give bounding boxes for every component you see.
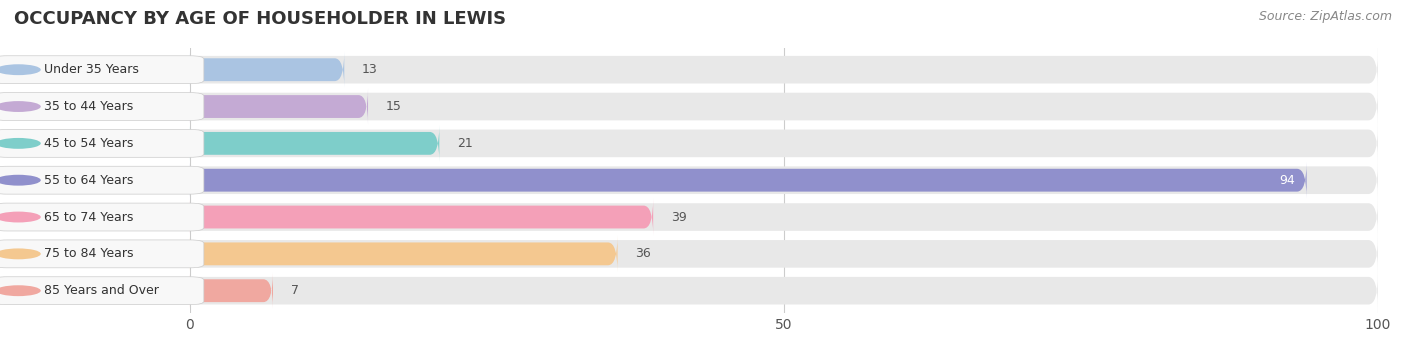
Text: Under 35 Years: Under 35 Years	[44, 63, 138, 76]
FancyBboxPatch shape	[190, 199, 654, 235]
Text: 94: 94	[1279, 174, 1295, 187]
Text: 7: 7	[291, 284, 299, 297]
Text: 65 to 74 Years: 65 to 74 Years	[44, 210, 134, 223]
Text: 15: 15	[385, 100, 402, 113]
Text: 75 to 84 Years: 75 to 84 Years	[44, 248, 134, 260]
FancyBboxPatch shape	[190, 238, 1378, 270]
FancyBboxPatch shape	[190, 275, 1378, 306]
FancyBboxPatch shape	[190, 88, 368, 124]
Text: Source: ZipAtlas.com: Source: ZipAtlas.com	[1258, 10, 1392, 23]
FancyBboxPatch shape	[190, 91, 1378, 122]
FancyBboxPatch shape	[190, 54, 1378, 85]
Text: OCCUPANCY BY AGE OF HOUSEHOLDER IN LEWIS: OCCUPANCY BY AGE OF HOUSEHOLDER IN LEWIS	[14, 10, 506, 28]
FancyBboxPatch shape	[190, 236, 617, 272]
Text: 13: 13	[363, 63, 378, 76]
FancyBboxPatch shape	[190, 273, 273, 309]
FancyBboxPatch shape	[190, 201, 1378, 233]
Text: 36: 36	[636, 248, 651, 260]
Text: 21: 21	[457, 137, 472, 150]
Text: 39: 39	[671, 210, 686, 223]
FancyBboxPatch shape	[190, 165, 1378, 196]
FancyBboxPatch shape	[190, 52, 344, 88]
FancyBboxPatch shape	[190, 162, 1306, 198]
FancyBboxPatch shape	[190, 125, 439, 162]
Text: 55 to 64 Years: 55 to 64 Years	[44, 174, 134, 187]
FancyBboxPatch shape	[190, 128, 1378, 159]
Text: 45 to 54 Years: 45 to 54 Years	[44, 137, 134, 150]
Text: 35 to 44 Years: 35 to 44 Years	[44, 100, 132, 113]
Text: 85 Years and Over: 85 Years and Over	[44, 284, 159, 297]
